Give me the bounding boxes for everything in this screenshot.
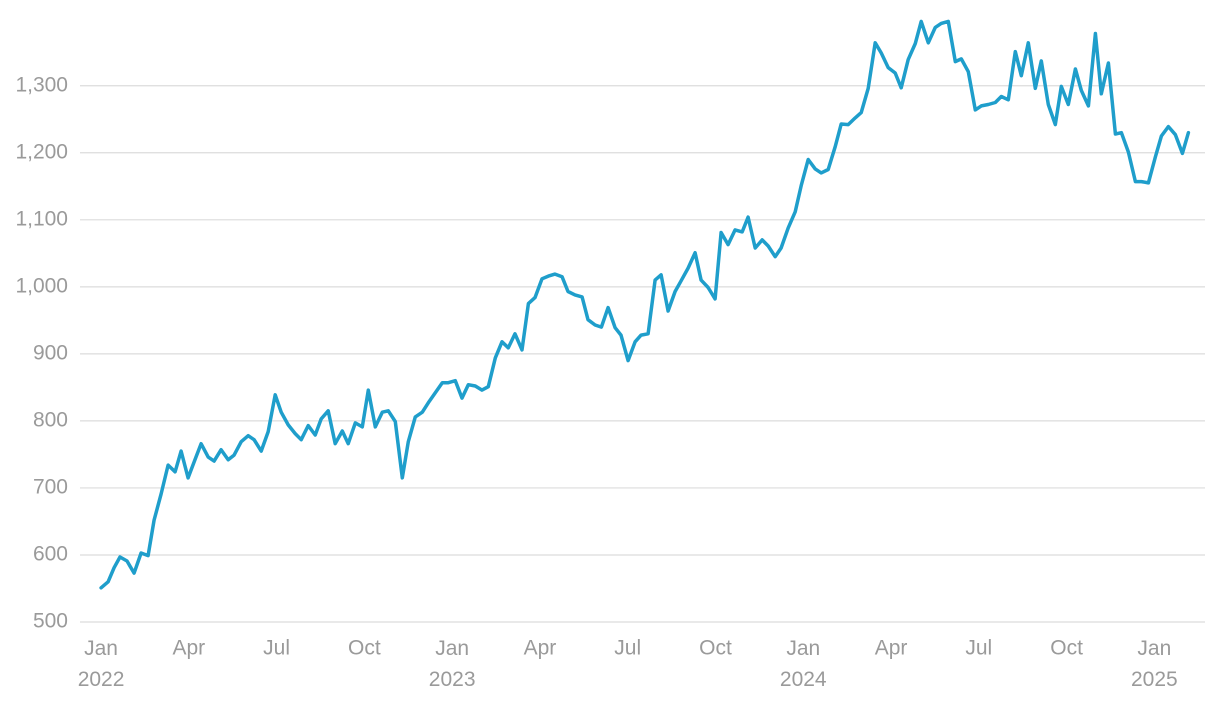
y-tick-label: 800 <box>33 408 68 431</box>
y-tick-label: 1,300 <box>15 73 68 96</box>
x-tick-label: Jul <box>965 637 992 660</box>
x-tick-label: Jul <box>263 637 290 660</box>
x-tick-label: Apr <box>172 637 205 660</box>
x-tick-label: Jul <box>614 637 641 660</box>
x-tick-label: Apr <box>524 637 557 660</box>
y-tick-label: 600 <box>33 543 68 566</box>
y-tick-label: 700 <box>33 475 68 498</box>
y-tick-label: 1,100 <box>15 207 68 230</box>
x-tick-label: Jan 2025 <box>1131 637 1178 691</box>
x-tick-label: Jan 2023 <box>429 637 476 691</box>
y-tick-label: 1,000 <box>15 274 68 297</box>
x-tick-label: Apr <box>875 637 908 660</box>
x-tick-label: Oct <box>1050 637 1083 660</box>
x-tick-label: Jan 2024 <box>780 637 827 691</box>
x-tick-label: Oct <box>348 637 381 660</box>
y-tick-label: 500 <box>33 610 68 633</box>
y-tick-label: 900 <box>33 341 68 364</box>
x-tick-label: Oct <box>699 637 732 660</box>
data-line <box>99 19 1191 590</box>
y-tick-label: 1,200 <box>15 140 68 163</box>
x-tick-label: Jan 2022 <box>78 637 125 691</box>
